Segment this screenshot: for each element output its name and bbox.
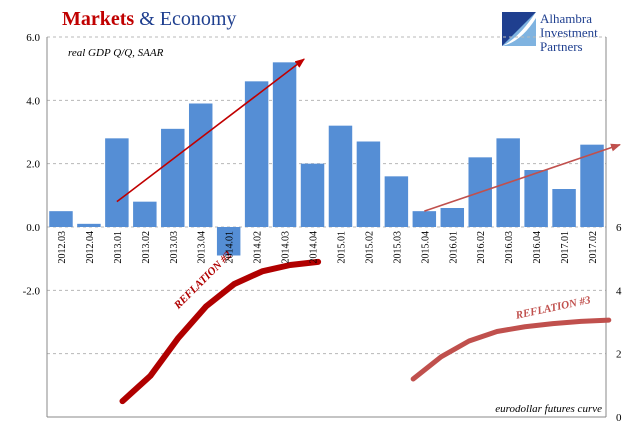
right-tick-label: 4 [616,285,622,297]
left-tick-label: 6.0 [26,32,40,44]
category-label: 2015.02 [364,231,375,264]
category-label: 2014.04 [309,231,320,264]
bar [328,125,353,227]
grid-layer [46,36,607,418]
bar [272,62,297,228]
category-label: 2016.02 [476,231,487,264]
category-label: 2013.04 [197,231,208,264]
title-markets: Markets [62,8,135,30]
category-label: 2012.03 [57,231,68,264]
bar [384,176,409,227]
bar [552,189,576,227]
arrows-layer [116,58,621,212]
reflation-label: REFLATION #3 [514,294,592,322]
category-label: 2013.02 [141,231,152,264]
bar [77,223,101,227]
left-tick-label: 2.0 [26,159,40,171]
right-axis-label: eurodollar futures curve [495,403,602,415]
right-tick-label: 2 [616,349,622,361]
bar [216,227,241,256]
bar [161,128,185,227]
reflation-curve [119,258,322,405]
category-label: 2014.02 [253,231,264,264]
page-title: Markets & Economy [62,8,236,31]
logo-line-2: Investment [540,25,598,40]
category-label: 2015.03 [392,231,403,264]
labels-layer: 6.0 4.0 2.0 0.0 -2.0 6 4 2 0 2012.03 2012.04 2013.0… [23,32,622,424]
chart-subtitle: real GDP Q/Q, SAAR [68,47,164,59]
bar [49,211,73,227]
left-tick-label: 0.0 [26,222,40,234]
bar [244,81,269,227]
curves-layer: REFLATION #2 REFLATION #3 [119,249,612,405]
logo-line-1: Alhambra [540,11,592,26]
logo-text: Alhambra Investment Partners [540,12,598,54]
right-tick-label: 0 [616,412,622,424]
category-label: 2016.03 [504,231,515,264]
category-label: 2017.01 [560,231,571,264]
trend-arrow [116,58,305,203]
alhambra-logo-icon [502,12,536,46]
category-label: 2015.04 [420,231,431,264]
reflation-curve [410,317,612,382]
category-label: 2015.01 [336,231,347,264]
bar [356,141,381,227]
title-economy: & Economy [134,8,237,30]
category-label: 2016.04 [532,231,543,264]
bar [412,211,437,227]
category-label: 2012.04 [85,231,96,264]
category-label: 2016.01 [448,231,459,264]
bar [300,163,325,227]
bar [440,208,465,227]
bar [524,170,548,227]
trend-arrow [424,143,621,212]
right-tick-label: 6 [616,222,622,234]
category-label: 2014.01 [225,231,236,264]
left-tick-label: 4.0 [26,95,40,107]
category-label: 2014.03 [281,231,292,264]
logo-line-3: Partners [540,39,583,54]
left-tick-label: -2.0 [23,285,41,297]
bar [133,201,157,227]
bars-layer [49,62,604,256]
bar [105,138,129,227]
category-label: 2013.01 [113,231,124,264]
bar [580,144,604,227]
category-label: 2017.02 [588,231,599,264]
bar [188,103,213,227]
category-label: 2013.03 [169,231,180,264]
